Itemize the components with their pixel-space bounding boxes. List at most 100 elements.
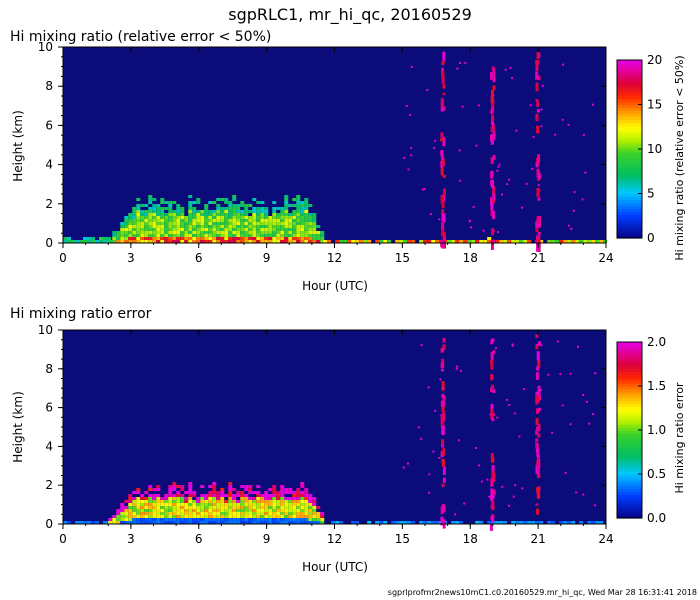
heatmap-cell — [212, 503, 217, 506]
heatmap-cell — [232, 231, 237, 234]
heatmap-cell — [264, 509, 269, 512]
heatmap-cell — [556, 340, 559, 343]
heatmap-cell — [535, 418, 539, 425]
heatmap-cell — [192, 518, 197, 521]
colorbar-swatch — [617, 110, 642, 114]
heatmap-cell — [405, 105, 408, 108]
heatmap-cell — [272, 231, 277, 234]
heatmap-cell — [128, 518, 133, 521]
heatmap-cell — [492, 77, 496, 83]
heatmap-cell — [288, 234, 293, 237]
colorbar-swatch — [617, 368, 642, 372]
heatmap-cell — [132, 228, 137, 231]
heatmap-cell — [248, 234, 253, 237]
heatmap-cell — [124, 512, 129, 515]
heatmap-cell — [256, 485, 261, 488]
heatmap-cell — [140, 503, 145, 506]
heatmap-cell — [268, 518, 273, 521]
heatmap-cell — [475, 521, 480, 524]
heatmap-cell — [535, 113, 539, 122]
heatmap-cell — [148, 500, 153, 503]
heatmap-cell — [240, 216, 245, 219]
heatmap-cell — [99, 240, 103, 243]
x-tick-label: 18 — [463, 532, 478, 546]
heatmap-cell — [240, 201, 245, 204]
heatmap-cell — [156, 204, 161, 207]
heatmap-cell — [276, 237, 281, 240]
heatmap-cell — [228, 482, 233, 485]
heatmap-cell — [490, 241, 494, 250]
heatmap-cell — [256, 222, 261, 225]
heatmap-cell — [304, 225, 309, 228]
heatmap-cell — [536, 51, 540, 59]
y-tick-label: 10 — [38, 323, 53, 337]
heatmap-cell — [284, 219, 289, 222]
colorbar-swatch — [617, 415, 642, 419]
heatmap-cell — [272, 497, 277, 500]
colorbar-swatch — [617, 202, 642, 206]
heatmap-cell — [244, 485, 249, 488]
heatmap-cell — [561, 404, 564, 407]
heatmap-cell — [252, 491, 257, 494]
heatmap-cell — [232, 219, 237, 222]
heatmap-cell — [492, 85, 496, 91]
heatmap-cell — [248, 210, 253, 213]
x-tick-label: 21 — [530, 251, 545, 265]
heatmap-cell — [208, 515, 213, 518]
x-tick-label: 0 — [59, 251, 67, 265]
heatmap-cell — [559, 373, 562, 376]
heatmap-cell — [312, 506, 317, 509]
heatmap-cell — [144, 506, 149, 509]
heatmap-cell — [304, 222, 309, 225]
heatmap-cell — [116, 521, 121, 524]
heatmap-cell — [252, 518, 257, 521]
heatmap-cell — [304, 521, 309, 524]
heatmap-cell — [152, 488, 157, 491]
heatmap-cell — [300, 204, 305, 207]
heatmap-cell — [176, 216, 181, 219]
heatmap-cell — [176, 237, 181, 240]
heatmap-cell — [487, 237, 492, 240]
heatmap-cell — [541, 84, 544, 87]
colorbar-swatch — [617, 453, 642, 457]
heatmap-cell — [188, 204, 193, 207]
heatmap-cell — [478, 464, 481, 467]
heatmap-cell — [224, 213, 229, 216]
x-tick-label: 9 — [263, 532, 271, 546]
heatmap-cell — [292, 491, 297, 494]
heatmap-cell — [441, 213, 445, 222]
heatmap-cell — [192, 228, 197, 231]
heatmap-cell — [164, 515, 169, 518]
heatmap-cell — [256, 494, 261, 497]
colorbar-swatch — [617, 468, 642, 472]
heatmap-cell — [224, 515, 229, 518]
heatmap-cell — [176, 240, 181, 243]
heatmap-cell — [296, 506, 301, 509]
colorbar-swatch — [617, 479, 642, 484]
heatmap-cell — [244, 222, 249, 225]
heatmap-cell — [132, 210, 137, 213]
heatmap-cell — [192, 201, 197, 204]
heatmap-cell — [168, 222, 173, 225]
heatmap-cell — [591, 240, 596, 243]
heatmap-cell — [180, 488, 185, 491]
heatmap-cell — [188, 213, 193, 216]
heatmap-cell — [172, 488, 177, 491]
heatmap-cell — [272, 488, 277, 491]
heatmap-cell — [491, 66, 495, 71]
heatmap-cell — [296, 240, 301, 243]
heatmap-cell — [132, 512, 137, 515]
heatmap-cell — [288, 204, 293, 207]
heatmap-cell — [252, 213, 257, 216]
heatmap-cell — [537, 184, 540, 187]
heatmap-cell — [176, 231, 181, 234]
heatmap-cell — [128, 515, 133, 518]
heatmap-cell — [236, 231, 241, 234]
heatmap-cell — [440, 451, 444, 458]
heatmap-cell — [200, 515, 205, 518]
heatmap-cell — [441, 70, 445, 80]
x-tick-label: 12 — [327, 532, 342, 546]
heatmap-cell — [232, 515, 237, 518]
heatmap-cell — [292, 216, 297, 219]
heatmap-cell — [168, 210, 173, 213]
